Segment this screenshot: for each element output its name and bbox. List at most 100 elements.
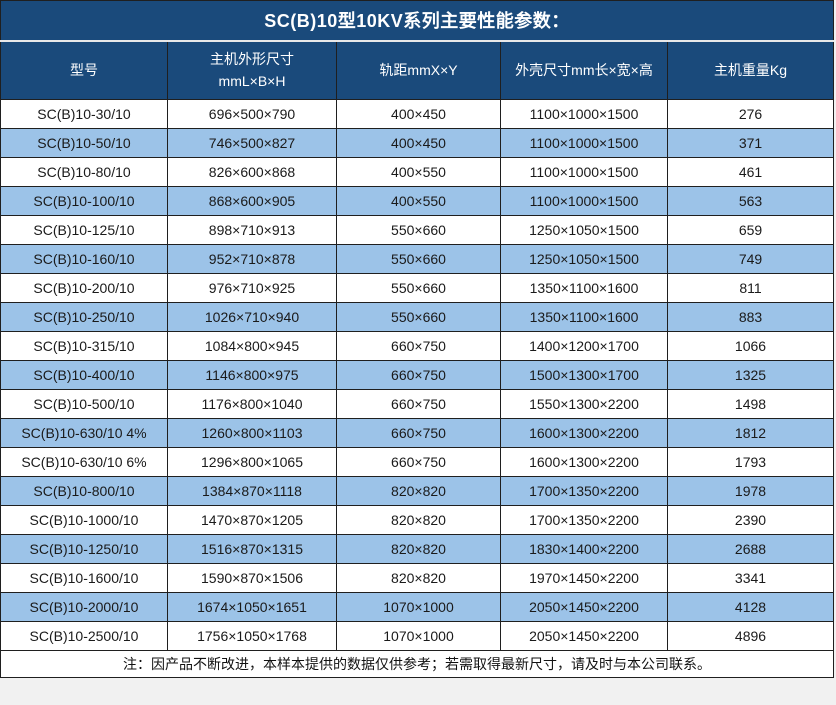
table-cell: SC(B)10-250/10	[0, 302, 168, 332]
note-row: 注：因产品不断改进，本样本提供的数据仅供参考；若需取得最新尺寸，请及时与本公司联…	[0, 650, 834, 678]
table-row: SC(B)10-100/10 868×600×905 400×550 1100×100…	[0, 186, 834, 216]
table-cell: 276	[667, 99, 834, 129]
table-cell: 1070×1000	[336, 592, 501, 622]
table-row: SC(B)10-2000/10 1674×1050×1651 1070×1000 20…	[0, 592, 834, 622]
table-cell: 1100×1000×1500	[500, 157, 668, 187]
table-cell: 400×550	[336, 186, 501, 216]
table-row: SC(B)10-400/10 1146×800×975 660×750 1500×13…	[0, 360, 834, 390]
table-cell: 1400×1200×1700	[500, 331, 668, 361]
table-cell: 550×660	[336, 273, 501, 303]
table-cell: 550×660	[336, 215, 501, 245]
table-cell: 2390	[667, 505, 834, 535]
table-cell: 976×710×925	[167, 273, 337, 303]
table-cell: 660×750	[336, 331, 501, 361]
table-cell: 1100×1000×1500	[500, 186, 668, 216]
table-cell: 1026×710×940	[167, 302, 337, 332]
table-cell: SC(B)10-30/10	[0, 99, 168, 129]
table-cell: 1146×800×975	[167, 360, 337, 390]
table-cell: SC(B)10-125/10	[0, 215, 168, 245]
table-cell: 1100×1000×1500	[500, 128, 668, 158]
note-text: 注：因产品不断改进，本样本提供的数据仅供参考；若需取得最新尺寸，请及时与本公司联…	[0, 650, 834, 678]
table-cell: 868×600×905	[167, 186, 337, 216]
table-cell: 2688	[667, 534, 834, 564]
table-cell: 1100×1000×1500	[500, 99, 668, 129]
table-cell: 749	[667, 244, 834, 274]
table-cell: 1084×800×945	[167, 331, 337, 361]
table-cell: 1830×1400×2200	[500, 534, 668, 564]
table-row: SC(B)10-500/10 1176×800×1040 660×750 1550×1…	[0, 389, 834, 419]
table-cell: 1793	[667, 447, 834, 477]
table-cell: SC(B)10-2000/10	[0, 592, 168, 622]
table-cell: 883	[667, 302, 834, 332]
table-cell: 1296×800×1065	[167, 447, 337, 477]
col-header-shell: 外壳尺寸mm长×宽×高	[500, 40, 668, 100]
table-cell: 1384×870×1118	[167, 476, 337, 506]
table-cell: 400×550	[336, 157, 501, 187]
table-row: SC(B)10-50/10 746×500×827 400×450 1100×1000…	[0, 128, 834, 158]
table-cell: 1070×1000	[336, 621, 501, 651]
table-cell: 1674×1050×1651	[167, 592, 337, 622]
table-cell: 898×710×913	[167, 215, 337, 245]
table-cell: 1066	[667, 331, 834, 361]
page-title: SC(B)10型10KV系列主要性能参数：	[0, 0, 834, 42]
table-cell: SC(B)10-800/10	[0, 476, 168, 506]
table-cell: 1978	[667, 476, 834, 506]
table-cell: 660×750	[336, 447, 501, 477]
table-body: SC(B)10-30/10 696×500×790 400×450 1100×1000…	[0, 99, 834, 651]
table-cell: 1260×800×1103	[167, 418, 337, 448]
table-cell: SC(B)10-315/10	[0, 331, 168, 361]
col-header-rail: 轨距mmX×Y	[336, 40, 501, 100]
table-cell: 371	[667, 128, 834, 158]
table-row: SC(B)10-2500/10 1756×1050×1768 1070×1000 20…	[0, 621, 834, 651]
col-header-host-dims-line2: mmL×B×H	[218, 73, 286, 90]
table-cell: SC(B)10-2500/10	[0, 621, 168, 651]
table-cell: SC(B)10-50/10	[0, 128, 168, 158]
table-cell: SC(B)10-630/10 4%	[0, 418, 168, 448]
table-row: SC(B)10-1600/10 1590×870×1506 820×820 1970×…	[0, 563, 834, 593]
table-cell: 1176×800×1040	[167, 389, 337, 419]
table-row: SC(B)10-1000/10 1470×870×1205 820×820 1700×…	[0, 505, 834, 535]
table-cell: 4128	[667, 592, 834, 622]
table-cell: 1700×1350×2200	[500, 476, 668, 506]
col-header-weight: 主机重量Kg	[667, 40, 834, 100]
table-cell: 1250×1050×1500	[500, 244, 668, 274]
table-row: SC(B)10-80/10 826×600×868 400×550 1100×1000…	[0, 157, 834, 187]
table-cell: 1700×1350×2200	[500, 505, 668, 535]
table-cell: 660×750	[336, 418, 501, 448]
table-cell: 1516×870×1315	[167, 534, 337, 564]
table-cell: 820×820	[336, 505, 501, 535]
table-cell: 820×820	[336, 534, 501, 564]
table-cell: 550×660	[336, 244, 501, 274]
table-cell: 696×500×790	[167, 99, 337, 129]
table-cell: SC(B)10-500/10	[0, 389, 168, 419]
table-cell: 461	[667, 157, 834, 187]
table-cell: 1250×1050×1500	[500, 215, 668, 245]
table-cell: 660×750	[336, 360, 501, 390]
table-cell: 1325	[667, 360, 834, 390]
title-row: SC(B)10型10KV系列主要性能参数：	[0, 0, 834, 42]
table-row: SC(B)10-1250/10 1516×870×1315 820×820 1830×…	[0, 534, 834, 564]
table-cell: 563	[667, 186, 834, 216]
table-row: SC(B)10-800/10 1384×870×1118 820×820 1700×1…	[0, 476, 834, 506]
table-cell: 826×600×868	[167, 157, 337, 187]
table-row: SC(B)10-630/10 4% 1260×800×1103 660×750 160…	[0, 418, 834, 448]
table-cell: 659	[667, 215, 834, 245]
table-row: SC(B)10-250/10 1026×710×940 550×660 1350×11…	[0, 302, 834, 332]
table-cell: 811	[667, 273, 834, 303]
table-row: SC(B)10-30/10 696×500×790 400×450 1100×1000…	[0, 99, 834, 129]
table-cell: SC(B)10-400/10	[0, 360, 168, 390]
table-cell: 2050×1450×2200	[500, 621, 668, 651]
table-cell: 550×660	[336, 302, 501, 332]
table-cell: 1756×1050×1768	[167, 621, 337, 651]
table-cell: 820×820	[336, 563, 501, 593]
col-header-model: 型号	[0, 40, 168, 100]
table-cell: SC(B)10-630/10 6%	[0, 447, 168, 477]
col-header-host-dims-line1: 主机外形尺寸	[210, 50, 294, 67]
table-cell: 1500×1300×1700	[500, 360, 668, 390]
table-row: SC(B)10-125/10 898×710×913 550×660 1250×105…	[0, 215, 834, 245]
table-cell: 820×820	[336, 476, 501, 506]
table-cell: 3341	[667, 563, 834, 593]
spec-table: SC(B)10型10KV系列主要性能参数： 型号 主机外形尺寸 mmL×B×H …	[0, 0, 834, 678]
table-row: SC(B)10-200/10 976×710×925 550×660 1350×110…	[0, 273, 834, 303]
